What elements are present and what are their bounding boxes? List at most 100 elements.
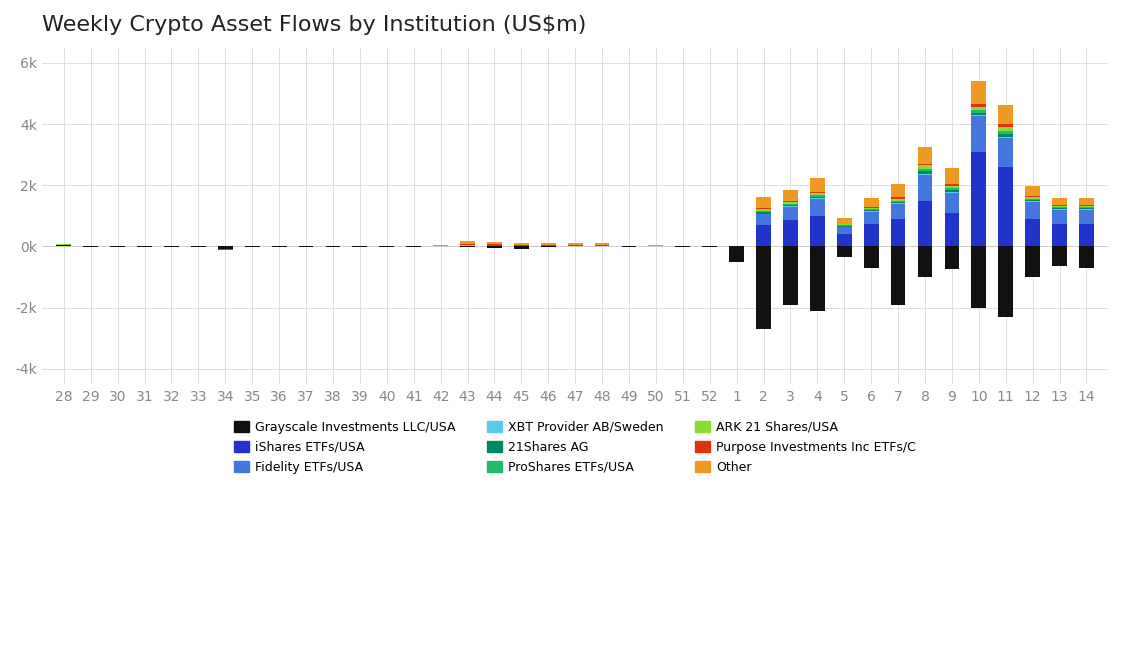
Bar bbox=[864, 224, 878, 246]
Bar bbox=[514, 243, 529, 245]
Bar bbox=[810, 194, 824, 195]
Bar bbox=[164, 246, 179, 248]
Bar bbox=[460, 241, 475, 244]
Bar bbox=[1025, 196, 1040, 197]
Bar bbox=[810, 192, 824, 194]
Bar bbox=[944, 193, 959, 213]
Legend: Grayscale Investments LLC/USA, iShares ETFs/USA, Fidelity ETFs/USA, XBT Provider: Grayscale Investments LLC/USA, iShares E… bbox=[229, 416, 921, 479]
Bar bbox=[783, 201, 797, 202]
Bar bbox=[487, 244, 502, 246]
Bar bbox=[810, 246, 824, 311]
Bar bbox=[998, 104, 1013, 124]
Bar bbox=[944, 186, 959, 188]
Bar bbox=[1025, 246, 1040, 277]
Bar bbox=[218, 246, 232, 249]
Bar bbox=[514, 246, 529, 250]
Bar bbox=[1079, 205, 1094, 206]
Bar bbox=[891, 246, 905, 304]
Bar bbox=[917, 165, 932, 169]
Bar bbox=[917, 169, 932, 171]
Bar bbox=[944, 213, 959, 246]
Bar bbox=[218, 249, 232, 250]
Bar bbox=[837, 217, 851, 224]
Bar bbox=[1052, 207, 1067, 208]
Bar bbox=[837, 226, 851, 227]
Bar bbox=[783, 246, 797, 304]
Bar bbox=[1025, 197, 1040, 199]
Bar bbox=[891, 202, 905, 203]
Bar bbox=[1025, 199, 1040, 200]
Bar bbox=[998, 138, 1013, 167]
Bar bbox=[1052, 205, 1067, 206]
Bar bbox=[917, 174, 932, 175]
Bar bbox=[595, 243, 610, 244]
Bar bbox=[783, 206, 797, 221]
Bar bbox=[998, 137, 1013, 138]
Bar bbox=[864, 210, 878, 212]
Bar bbox=[1052, 198, 1067, 205]
Bar bbox=[917, 171, 932, 174]
Bar bbox=[783, 221, 797, 246]
Bar bbox=[891, 201, 905, 202]
Bar bbox=[917, 164, 932, 165]
Bar bbox=[971, 108, 986, 110]
Bar bbox=[944, 190, 959, 192]
Bar bbox=[998, 124, 1013, 127]
Bar bbox=[810, 216, 824, 246]
Bar bbox=[514, 245, 529, 246]
Bar bbox=[1025, 219, 1040, 246]
Bar bbox=[837, 224, 851, 226]
Bar bbox=[864, 246, 878, 268]
Bar bbox=[944, 188, 959, 190]
Bar bbox=[1079, 224, 1094, 246]
Text: Weekly Crypto Asset Flows by Institution (US$m): Weekly Crypto Asset Flows by Institution… bbox=[43, 15, 586, 35]
Bar bbox=[917, 175, 932, 201]
Bar bbox=[1079, 206, 1094, 207]
Bar bbox=[810, 195, 824, 197]
Bar bbox=[891, 219, 905, 246]
Bar bbox=[487, 246, 502, 248]
Bar bbox=[1025, 186, 1040, 196]
Bar bbox=[541, 243, 556, 245]
Bar bbox=[917, 201, 932, 246]
Bar bbox=[810, 178, 824, 192]
Bar bbox=[944, 168, 959, 184]
Bar bbox=[837, 246, 851, 257]
Bar bbox=[1079, 198, 1094, 205]
Bar bbox=[891, 197, 905, 199]
Bar bbox=[783, 204, 797, 206]
Bar bbox=[917, 147, 932, 164]
Bar bbox=[1079, 208, 1094, 209]
Bar bbox=[810, 197, 824, 198]
Bar bbox=[1079, 246, 1094, 268]
Bar bbox=[756, 214, 770, 225]
Bar bbox=[864, 206, 878, 208]
Bar bbox=[756, 208, 770, 209]
Bar bbox=[944, 246, 959, 270]
Bar bbox=[864, 212, 878, 224]
Bar bbox=[1052, 208, 1067, 209]
Bar bbox=[729, 246, 745, 262]
Bar bbox=[756, 197, 770, 208]
Bar bbox=[864, 209, 878, 210]
Bar bbox=[891, 184, 905, 197]
Bar bbox=[837, 228, 851, 234]
Bar bbox=[756, 225, 770, 246]
Bar bbox=[917, 246, 932, 277]
Bar bbox=[1079, 207, 1094, 208]
Bar bbox=[460, 244, 475, 245]
Bar bbox=[944, 192, 959, 193]
Bar bbox=[971, 110, 986, 113]
Bar bbox=[756, 246, 770, 329]
Bar bbox=[568, 243, 583, 245]
Bar bbox=[1052, 206, 1067, 207]
Bar bbox=[998, 246, 1013, 317]
Bar bbox=[541, 245, 556, 246]
Bar bbox=[998, 167, 1013, 246]
Bar bbox=[595, 244, 610, 246]
Bar bbox=[810, 198, 824, 199]
Bar bbox=[891, 199, 905, 201]
Bar bbox=[864, 208, 878, 209]
Bar bbox=[971, 81, 986, 104]
Bar bbox=[756, 212, 770, 213]
